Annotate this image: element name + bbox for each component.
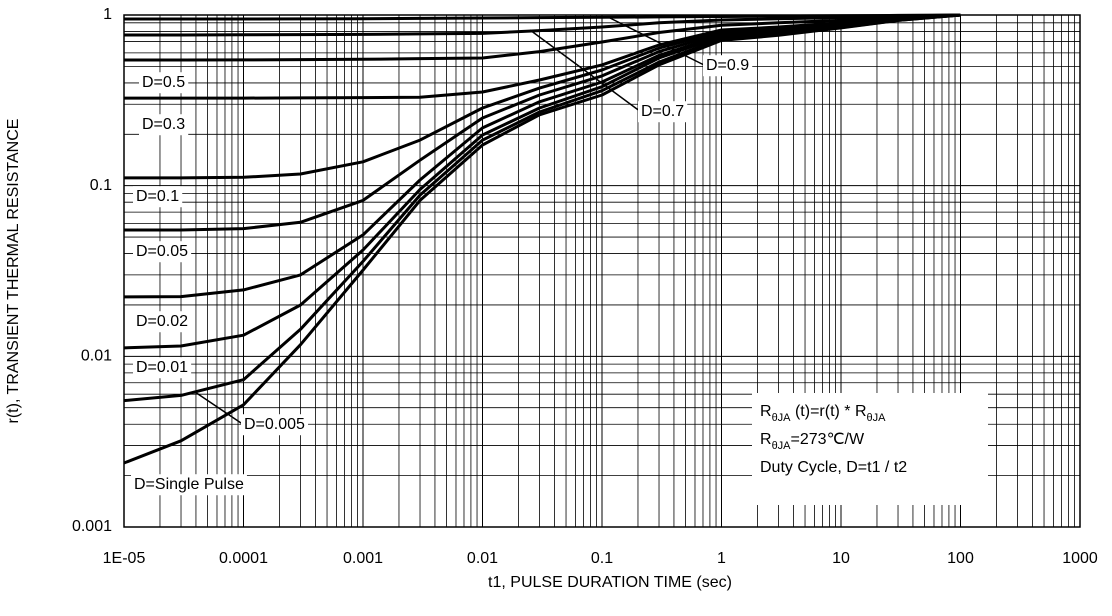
note-segment: θJA (772, 412, 792, 424)
y-axis-title: r(t), TRANSIENT THERMAL RESISTANCE (5, 119, 22, 424)
label-background (139, 72, 189, 94)
series-line (123, 13, 961, 350)
x-tick-label: 0.1 (591, 550, 613, 567)
x-axis-title: t1, PULSE DURATION TIME (sec) (488, 574, 732, 591)
series-line (123, 13, 961, 299)
x-tick-label: 100 (947, 550, 974, 567)
y-tick-label: 0.1 (90, 177, 112, 194)
label-arrow (194, 391, 245, 426)
series-line (124, 13, 961, 37)
label-background (139, 114, 189, 136)
note-segment: =273℃/W (791, 431, 865, 448)
series-line (124, 13, 961, 21)
series-label: D=0.5 (142, 74, 185, 91)
label-background (241, 414, 309, 436)
label-background (703, 55, 753, 77)
series-line (123, 13, 961, 403)
series-line (124, 13, 961, 62)
x-tick-label: 0.0001 (219, 550, 268, 567)
label-background (133, 186, 183, 208)
label-background (133, 241, 192, 263)
series-line (123, 13, 961, 465)
x-tick-label: 0.001 (343, 550, 383, 567)
label-background (133, 357, 192, 379)
note-segment: Duty Cycle, D=t1 / t2 (760, 459, 907, 476)
series-label: D=0.7 (641, 103, 684, 120)
note-background (752, 393, 988, 505)
x-tick-label: 0.01 (467, 550, 498, 567)
x-tick-label: 1E-05 (103, 550, 146, 567)
note-segment: θJA (772, 440, 792, 452)
series-label: D=0.02 (136, 313, 188, 330)
note-line: Duty Cycle, D=t1 / t2 (760, 459, 907, 476)
x-tick-label: 10 (832, 550, 850, 567)
note-segment: R (760, 403, 772, 420)
note-segment: θJA (867, 412, 887, 424)
x-tick-label: 1 (717, 550, 726, 567)
series-label: D=0.05 (136, 243, 188, 260)
series-line (124, 13, 961, 100)
series-label: D=0.1 (136, 188, 179, 205)
series-label: D=Single Pulse (134, 476, 244, 493)
series-label: D=0.01 (136, 359, 188, 376)
series-line (124, 13, 961, 232)
y-tick-label: 0.01 (81, 348, 112, 365)
label-arrow (529, 29, 642, 113)
label-background (638, 101, 688, 123)
x-tick-label: 1000 (1062, 550, 1098, 567)
note-segment: (t)=r(t) * R (791, 403, 867, 420)
plot-frame (123, 14, 1081, 528)
note-line: RθJA (t)=r(t) * RθJA (760, 403, 886, 424)
series-label: D=0.3 (142, 116, 185, 133)
label-arrow (609, 17, 707, 67)
label-background (131, 474, 247, 496)
series-label: D=0.005 (244, 416, 305, 433)
series-label: D=0.9 (706, 57, 749, 74)
label-background (133, 311, 192, 333)
y-tick-label: 0.001 (72, 518, 112, 535)
y-tick-label: 1 (103, 6, 112, 23)
note-line: RθJA=273℃/W (760, 431, 865, 452)
note-segment: R (760, 431, 772, 448)
